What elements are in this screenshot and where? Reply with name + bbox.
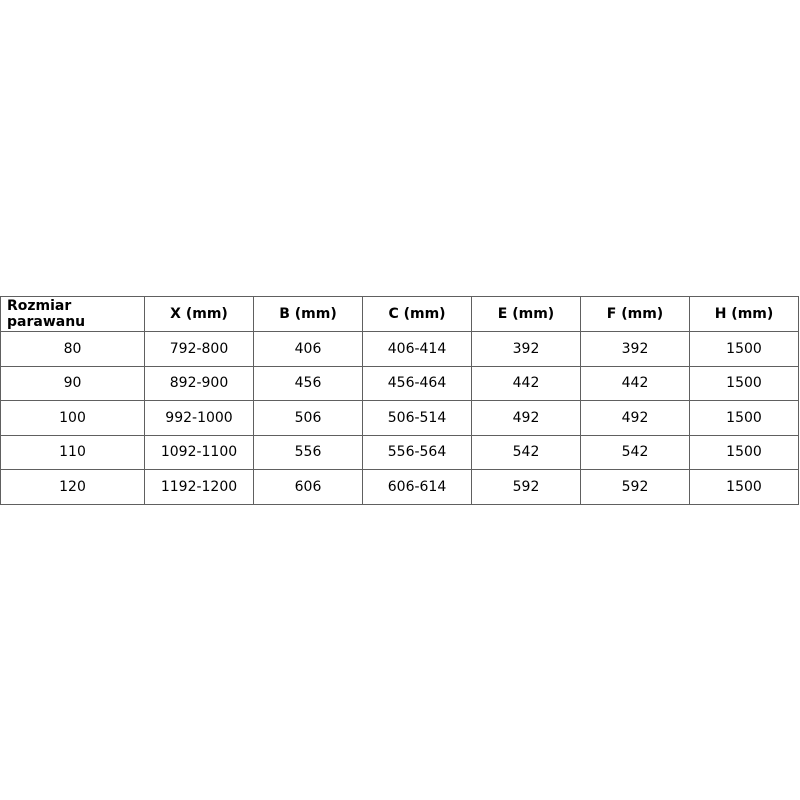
column-header: H (mm) — [689, 296, 799, 332]
table-cell: 1500 — [689, 469, 799, 505]
table-cell: 100 — [0, 400, 145, 436]
table-cell: 542 — [580, 434, 690, 470]
dimensions-table: Rozmiar parawanu X (mm) B (mm) C (mm) E (mm)… — [0, 296, 799, 505]
table-cell: 392 — [471, 331, 581, 367]
table-cell: 592 — [580, 469, 690, 505]
table-cell: 1192-1200 — [144, 469, 254, 505]
table-cell: 90 — [0, 365, 145, 401]
table-cell: 892-900 — [144, 365, 254, 401]
column-header: Rozmiar parawanu — [0, 296, 145, 332]
table-cell: 792-800 — [144, 331, 254, 367]
table-cell: 1500 — [689, 365, 799, 401]
table-cell: 556-564 — [362, 434, 472, 470]
table-header-row: Rozmiar parawanu X (mm) B (mm) C (mm) E (mm)… — [0, 296, 799, 332]
table-cell: 80 — [0, 331, 145, 367]
table-row: 80 792-800 406 406-414 392 392 1500 — [0, 331, 799, 367]
column-header: C (mm) — [362, 296, 472, 332]
table-cell: 1500 — [689, 434, 799, 470]
table-cell: 406 — [253, 331, 363, 367]
table-cell: 542 — [471, 434, 581, 470]
table-cell: 506-514 — [362, 400, 472, 436]
column-header: F (mm) — [580, 296, 690, 332]
table-cell: 492 — [580, 400, 690, 436]
table-cell: 606 — [253, 469, 363, 505]
column-header: B (mm) — [253, 296, 363, 332]
table-cell: 506 — [253, 400, 363, 436]
table-cell: 442 — [471, 365, 581, 401]
table-cell: 456-464 — [362, 365, 472, 401]
table-cell: 120 — [0, 469, 145, 505]
table-cell: 110 — [0, 434, 145, 470]
table-cell: 456 — [253, 365, 363, 401]
column-header: E (mm) — [471, 296, 581, 332]
column-header: X (mm) — [144, 296, 254, 332]
table-cell: 1092-1100 — [144, 434, 254, 470]
table-cell: 392 — [580, 331, 690, 367]
table-cell: 556 — [253, 434, 363, 470]
table-cell: 492 — [471, 400, 581, 436]
table-cell: 1500 — [689, 331, 799, 367]
table-cell: 592 — [471, 469, 581, 505]
table-cell: 442 — [580, 365, 690, 401]
table-row: 100 992-1000 506 506-514 492 492 1500 — [0, 400, 799, 436]
table-row: 110 1092-1100 556 556-564 542 542 1500 — [0, 434, 799, 470]
table-cell: 992-1000 — [144, 400, 254, 436]
table-cell: 606-614 — [362, 469, 472, 505]
table-cell: 406-414 — [362, 331, 472, 367]
table-row: 120 1192-1200 606 606-614 592 592 1500 — [0, 469, 799, 505]
table-cell: 1500 — [689, 400, 799, 436]
table-row: 90 892-900 456 456-464 442 442 1500 — [0, 365, 799, 401]
